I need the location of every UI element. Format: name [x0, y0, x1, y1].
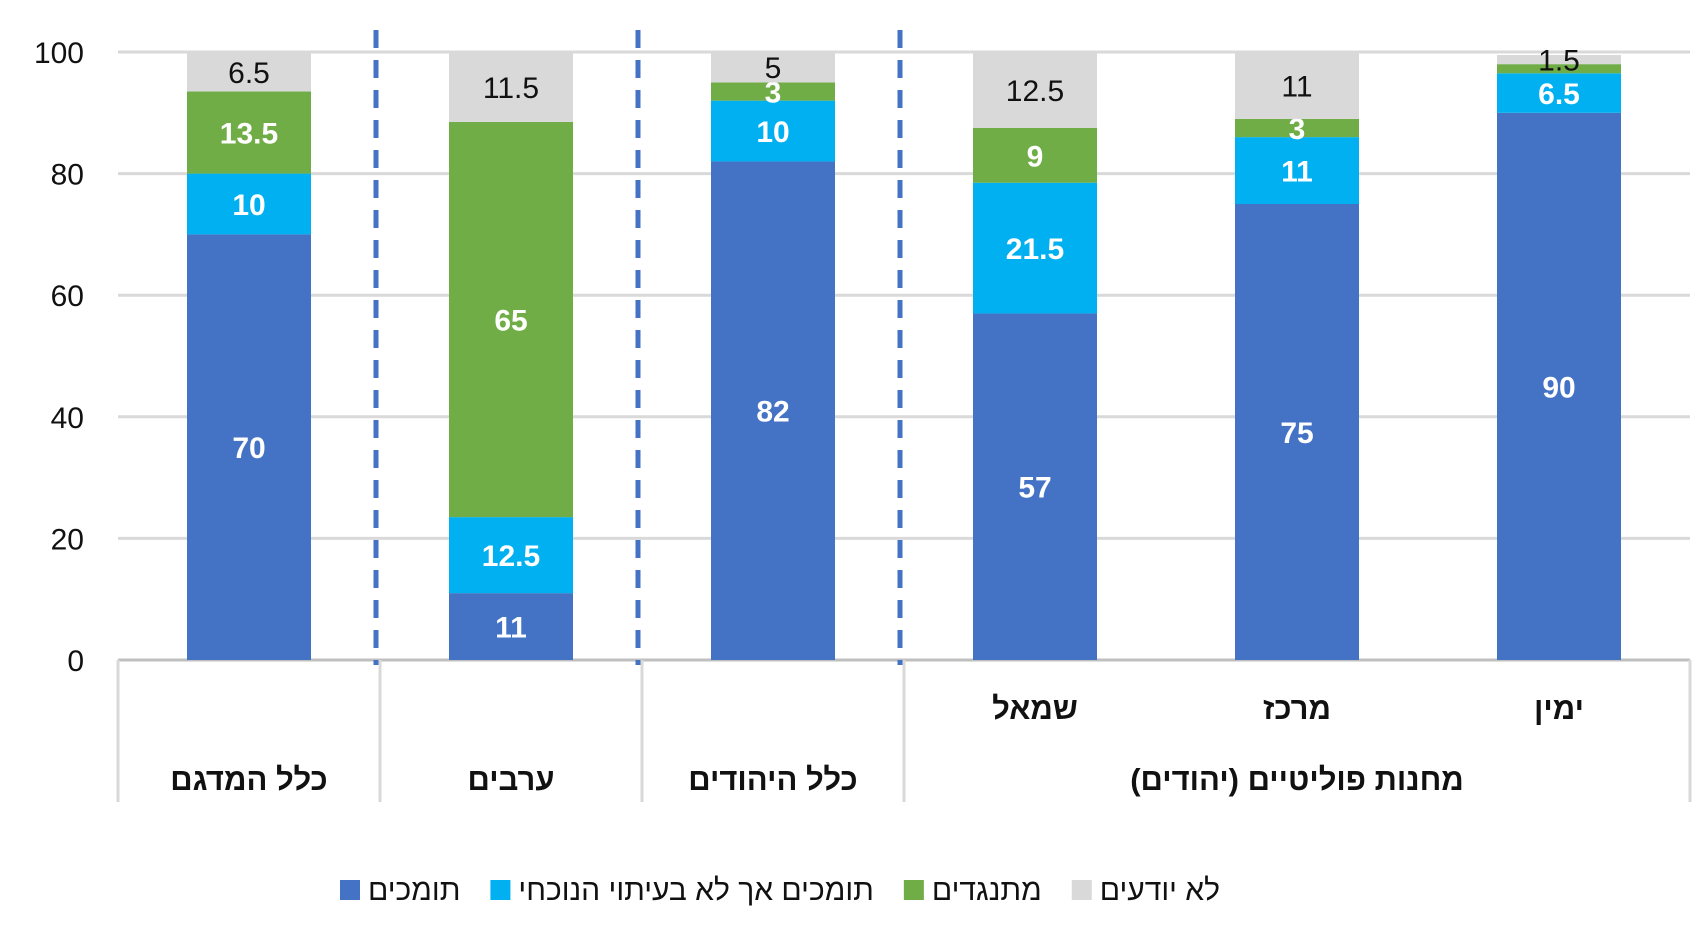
data-label-0-3: 6.5	[228, 57, 270, 90]
bar-segment-5-2	[1497, 64, 1621, 74]
y-tick-label-80: 80	[51, 159, 84, 192]
y-axis: 0 20 40 60 80 100	[34, 37, 84, 678]
bar-segment-3-1	[973, 182, 1097, 314]
data-label-4-0: 75	[1280, 417, 1313, 450]
bar-segment-4-0	[1235, 204, 1359, 660]
x-axis: כלל המדגם ערבים כלל היהודים מחנות פוליטיים …	[116, 660, 1692, 802]
bar-segment-5-0	[1497, 112, 1621, 661]
bar-segment-1-2	[449, 121, 573, 518]
data-label-0-1: 10	[232, 189, 265, 222]
group-label-2: כלל היהודים	[688, 762, 857, 797]
category-label-5: ימין	[1534, 691, 1584, 726]
bar-segment-0-2	[187, 91, 311, 174]
bar-segment-3-3	[973, 52, 1097, 128]
legend-swatch-0	[340, 880, 360, 900]
data-label-5-1: 6.5	[1538, 78, 1580, 111]
data-label-1-3: 11.5	[483, 72, 539, 105]
data-label-1-1: 12.5	[482, 540, 540, 573]
bar-segment-3-0	[973, 313, 1097, 660]
data-label-5-3: 1.5	[1538, 45, 1580, 78]
bar-segment-2-0	[711, 161, 835, 660]
data-label-0-2: 13.5	[220, 118, 278, 151]
data-label-0-0: 70	[232, 432, 265, 465]
legend-label-2: מתנגדים	[932, 874, 1042, 907]
legend-swatch-1	[490, 880, 511, 900]
bar-segment-0-0	[187, 234, 311, 660]
data-label-3-2: 9	[1027, 140, 1044, 173]
bar-segment-0-1	[187, 173, 311, 235]
y-tick-label-60: 60	[51, 280, 84, 313]
legend-swatch-2	[903, 880, 924, 900]
data-label-2-2: 3	[765, 77, 782, 110]
data-label-2-0: 82	[756, 396, 789, 429]
data-label-4-3: 11	[1281, 70, 1312, 103]
y-tick-label-40: 40	[51, 402, 84, 435]
bar-segment-0-3	[187, 52, 311, 92]
bar-segment-3-2	[973, 128, 1097, 183]
bar-segment-5-1	[1497, 73, 1621, 113]
group-label-0: כלל המדגם	[170, 762, 327, 797]
group-label-1: ערבים	[467, 762, 554, 797]
bar-segment-4-2	[1235, 118, 1359, 138]
bar-segment-1-1	[449, 517, 573, 594]
bars: 701013.56.51112.56511.58210355721.5912.5…	[187, 45, 1621, 661]
bar-segment-2-3	[711, 52, 835, 83]
data-label-3-1: 21.5	[1006, 233, 1064, 266]
y-tick-label-0: 0	[67, 645, 84, 678]
data-label-2-3: 5	[765, 52, 782, 85]
bar-segment-2-1	[711, 100, 835, 162]
category-label-4: מרכז	[1263, 691, 1331, 726]
data-label-1-2: 65	[494, 305, 527, 338]
bar-segment-4-3	[1235, 52, 1359, 119]
bar-segment-2-2	[711, 82, 835, 101]
gridlines	[118, 50, 1690, 662]
bar-segment-5-3	[1497, 55, 1621, 65]
bar-segment-1-3	[449, 52, 573, 122]
legend-label-1: תומכים אך לא בעיתוי הנוכחי	[518, 874, 873, 907]
legend: תומכים תומכים אך לא בעיתוי הנוכחי מתנגדים ל…	[340, 874, 1220, 907]
bar-segment-4-1	[1235, 137, 1359, 204]
group-label-3: מחנות פוליטיים (יהודים)	[1130, 762, 1464, 797]
data-label-4-2: 3	[1289, 113, 1306, 146]
data-label-3-3: 12.5	[1006, 75, 1064, 108]
data-label-1-0: 11	[495, 612, 527, 645]
group-separators	[373, 30, 903, 665]
bar-segment-1-0	[449, 593, 573, 660]
legend-label-0: תומכים	[368, 874, 460, 907]
legend-label-3: לא יודעים	[1100, 874, 1220, 907]
data-label-4-1: 11	[1281, 156, 1313, 189]
y-tick-label-20: 20	[51, 523, 84, 556]
legend-swatch-3	[1071, 880, 1092, 900]
category-label-3: שמאל	[992, 691, 1078, 726]
data-label-3-0: 57	[1018, 472, 1051, 505]
y-tick-label-100: 100	[34, 37, 84, 70]
data-label-2-1: 10	[756, 116, 789, 149]
data-label-5-0: 90	[1542, 371, 1575, 404]
